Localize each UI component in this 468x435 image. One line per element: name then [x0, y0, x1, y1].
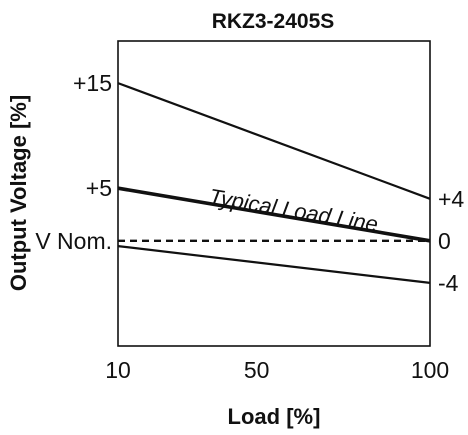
x-tick-label: 10	[105, 357, 131, 383]
y-tick-label-right: 0	[438, 228, 451, 254]
x-tick-label: 50	[244, 357, 270, 383]
y-tick-labels-right: +4 0 -4	[438, 186, 464, 296]
series-line-3	[117, 245, 431, 284]
plot-frame	[117, 40, 431, 347]
x-tick-label: 100	[411, 357, 449, 383]
y-tick-label-right: -4	[438, 270, 459, 296]
series-line-2	[117, 186, 431, 243]
y-tick-label-left: V Nom.	[35, 228, 112, 254]
annotation-layer: Typical Load Line	[207, 184, 380, 237]
chart-title: RKZ3-2405S	[212, 10, 335, 33]
y-tick-label-right: +4	[438, 186, 464, 212]
series-line-1	[117, 82, 431, 200]
y-axis-title: Output Voltage [%]	[6, 95, 31, 291]
series-annotation-label: Typical Load Line	[207, 184, 380, 237]
y-tick-labels-left: +15 +5 V Nom.	[35, 70, 112, 254]
y-tick-label-left: +15	[73, 70, 112, 96]
x-axis-title: Load [%]	[228, 404, 321, 429]
series-layer	[117, 82, 431, 284]
y-tick-label-left: +5	[86, 175, 112, 201]
x-tick-labels: 10 50 100	[105, 357, 449, 383]
